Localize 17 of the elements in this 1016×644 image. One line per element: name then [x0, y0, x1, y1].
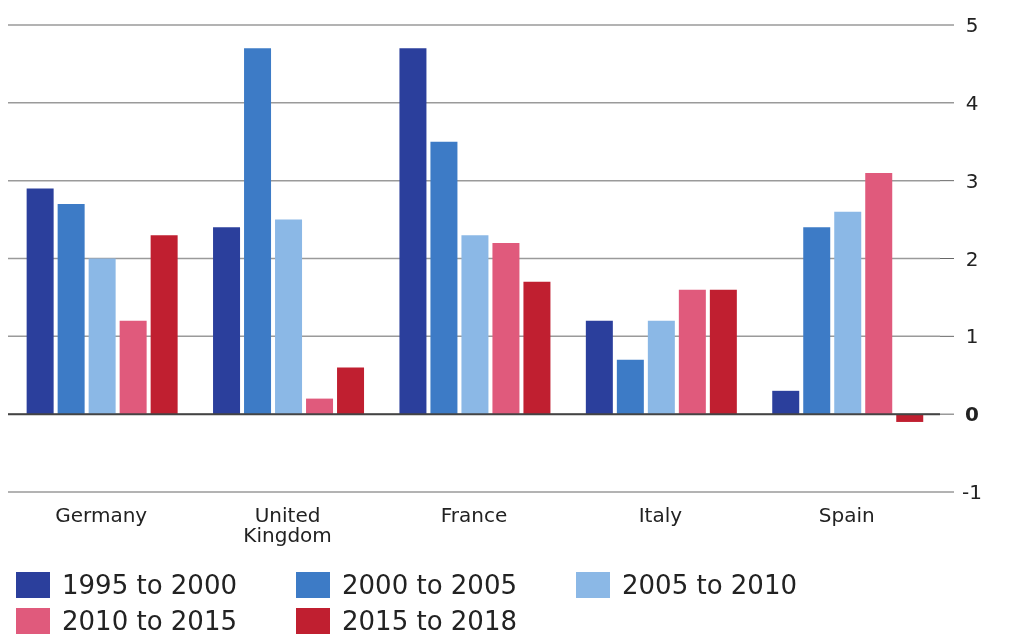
- legend-label: 2000 to 2005: [342, 570, 517, 600]
- x-tick-label: Germany: [55, 503, 148, 528]
- x-tick-label: Spain: [818, 503, 875, 528]
- y-tick-label: 4: [965, 90, 979, 115]
- x-tick-label: United Kingdom: [243, 503, 332, 548]
- legend-label: 2010 to 2015: [62, 606, 237, 636]
- y-tick-label: 5: [965, 13, 979, 37]
- legend-label: 1995 to 2000: [62, 570, 237, 600]
- y-tick-label: 1: [965, 324, 979, 349]
- y-tick-label: 3: [965, 168, 979, 193]
- legend-label: 2015 to 2018: [342, 606, 517, 636]
- x-tick-label: France: [440, 503, 508, 528]
- legend-label: 2005 to 2010: [622, 570, 797, 600]
- y-tick-label: -1: [962, 480, 982, 504]
- y-tick-label: 0: [965, 402, 979, 427]
- x-tick-label: Italy: [638, 503, 683, 528]
- y-tick-label: 2: [965, 246, 979, 271]
